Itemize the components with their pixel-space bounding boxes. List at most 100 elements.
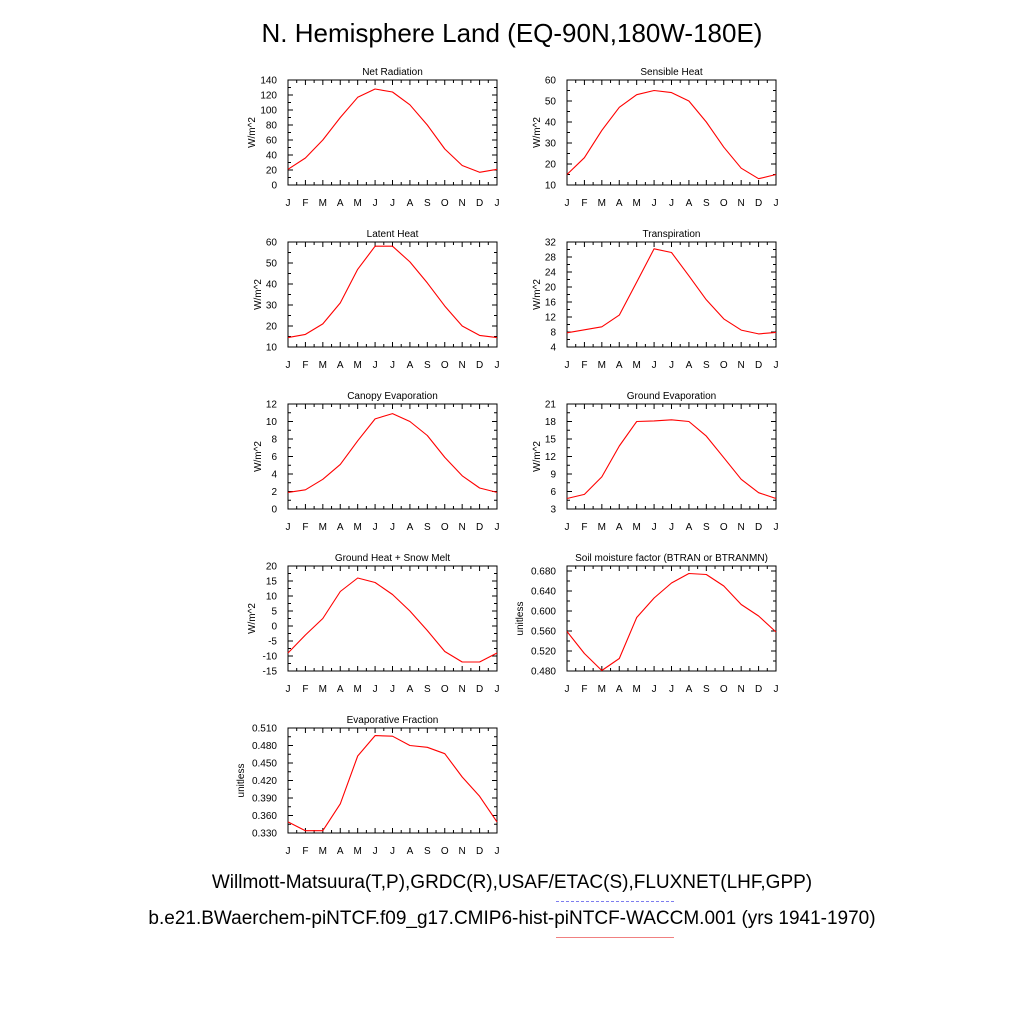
x-tick-label: M bbox=[319, 846, 327, 857]
plot-frame bbox=[287, 565, 498, 672]
x-tick-label: J bbox=[774, 684, 779, 695]
x-tick-label: A bbox=[616, 684, 623, 695]
legend-model-line bbox=[556, 937, 674, 938]
x-tick-label: A bbox=[686, 198, 693, 209]
chart-title: Sensible Heat bbox=[640, 67, 702, 78]
y-tick-label: 100 bbox=[260, 106, 277, 117]
x-tick-label: M bbox=[632, 198, 640, 209]
series-line bbox=[287, 88, 498, 173]
y-tick-label: 0.450 bbox=[252, 759, 277, 770]
y-tick-label: 6 bbox=[271, 452, 277, 463]
y-axis-label: unitless bbox=[236, 764, 247, 798]
y-tick-label: 0.360 bbox=[252, 811, 277, 822]
x-tick-label: A bbox=[616, 198, 623, 209]
y-tick-label: 30 bbox=[545, 139, 557, 150]
y-tick-label: 120 bbox=[260, 91, 277, 102]
y-tick-label: 18 bbox=[545, 417, 557, 428]
y-tick-label: 0.390 bbox=[252, 794, 277, 805]
y-tick-label: 20 bbox=[545, 283, 557, 294]
x-tick-label: J bbox=[774, 522, 779, 533]
y-tick-label: 20 bbox=[266, 166, 278, 177]
x-tick-label: A bbox=[686, 360, 693, 371]
y-tick-label: 12 bbox=[545, 313, 557, 324]
x-tick-label: J bbox=[286, 198, 291, 209]
series-line bbox=[287, 413, 498, 493]
x-tick-label: S bbox=[424, 360, 431, 371]
x-tick-label: S bbox=[424, 198, 431, 209]
x-tick-label: A bbox=[337, 684, 344, 695]
y-axis-label: W/m^2 bbox=[532, 441, 543, 472]
y-tick-label: 10 bbox=[266, 592, 278, 603]
y-tick-label: 12 bbox=[545, 452, 557, 463]
x-tick-label: J bbox=[390, 522, 395, 533]
x-tick-label: M bbox=[319, 360, 327, 371]
x-tick-label: A bbox=[616, 522, 623, 533]
x-tick-label: N bbox=[738, 360, 745, 371]
chart-title: Evaporative Fraction bbox=[347, 715, 439, 726]
series-line bbox=[566, 248, 777, 335]
x-tick-label: A bbox=[407, 846, 414, 857]
x-tick-label: M bbox=[632, 684, 640, 695]
x-tick-label: D bbox=[476, 684, 483, 695]
x-tick-label: J bbox=[565, 522, 570, 533]
y-axis-label: W/m^2 bbox=[532, 279, 543, 310]
y-tick-label: 140 bbox=[260, 76, 277, 87]
y-axis-label: W/m^2 bbox=[247, 603, 258, 634]
x-tick-label: D bbox=[755, 522, 762, 533]
chart-title: Ground Evaporation bbox=[627, 391, 717, 402]
x-tick-label: J bbox=[652, 522, 657, 533]
x-tick-label: J bbox=[565, 684, 570, 695]
y-tick-label: 0.520 bbox=[531, 647, 556, 658]
y-tick-label: 20 bbox=[266, 562, 278, 573]
x-tick-label: J bbox=[495, 846, 500, 857]
plot-frame bbox=[287, 241, 498, 348]
x-tick-label: J bbox=[652, 684, 657, 695]
y-axis-label: W/m^2 bbox=[253, 279, 264, 310]
legend-model-label: b.e21.BWaerchem-piNTCF.f09_g17.CMIP6-his… bbox=[148, 908, 876, 929]
x-tick-label: M bbox=[598, 360, 606, 371]
x-tick-label: O bbox=[720, 522, 728, 533]
y-tick-label: 60 bbox=[266, 238, 278, 249]
y-tick-label: 30 bbox=[266, 301, 278, 312]
x-tick-label: A bbox=[407, 360, 414, 371]
x-tick-label: S bbox=[424, 684, 431, 695]
x-tick-label: F bbox=[302, 360, 308, 371]
page-title: N. Hemisphere Land (EQ-90N,180W-180E) bbox=[261, 18, 763, 48]
x-tick-label: N bbox=[738, 198, 745, 209]
y-tick-label: 0.560 bbox=[531, 627, 556, 638]
y-tick-label: 8 bbox=[271, 435, 277, 446]
x-tick-label: J bbox=[669, 522, 674, 533]
y-tick-label: 50 bbox=[545, 97, 557, 108]
x-tick-label: M bbox=[598, 684, 606, 695]
y-tick-label: 4 bbox=[271, 470, 277, 481]
x-tick-label: N bbox=[738, 522, 745, 533]
y-tick-label: 0.640 bbox=[531, 587, 556, 598]
chart-panel-8: Soil moisture factor (BTRAN or BTRANMN) J… bbox=[515, 553, 779, 695]
y-tick-label: 8 bbox=[550, 328, 556, 339]
x-tick-label: N bbox=[459, 846, 466, 857]
x-tick-label: J bbox=[373, 360, 378, 371]
x-tick-label: M bbox=[353, 198, 361, 209]
x-tick-label: S bbox=[703, 198, 710, 209]
x-tick-label: O bbox=[441, 198, 449, 209]
y-tick-label: 9 bbox=[550, 470, 556, 481]
x-tick-label: J bbox=[286, 684, 291, 695]
x-tick-label: N bbox=[738, 684, 745, 695]
y-tick-label: 32 bbox=[545, 238, 557, 249]
y-tick-label: 40 bbox=[266, 151, 278, 162]
x-tick-label: A bbox=[407, 198, 414, 209]
chart-title: Transpiration bbox=[643, 229, 701, 240]
y-tick-label: 0.510 bbox=[252, 724, 277, 735]
y-tick-label: 10 bbox=[266, 343, 278, 354]
y-axis-label: unitless bbox=[515, 602, 526, 636]
x-tick-label: O bbox=[441, 522, 449, 533]
x-tick-label: M bbox=[353, 522, 361, 533]
x-tick-label: J bbox=[565, 198, 570, 209]
x-tick-label: A bbox=[407, 522, 414, 533]
x-tick-label: A bbox=[337, 360, 344, 371]
